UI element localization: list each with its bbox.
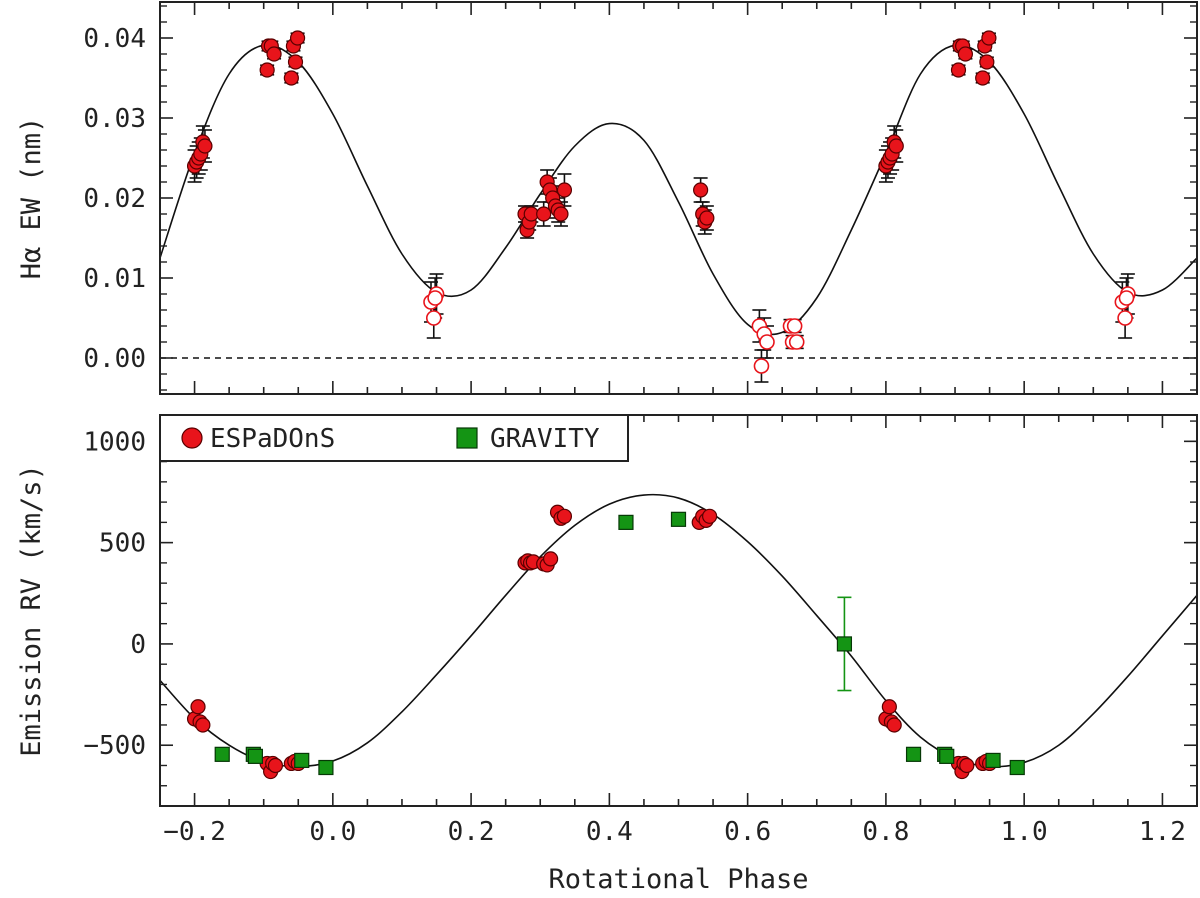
top-filled-point bbox=[957, 46, 974, 62]
top-filled-point bbox=[693, 182, 709, 198]
espadons-point bbox=[881, 699, 897, 715]
top-model-curve bbox=[160, 44, 1197, 336]
bottom-ticks: −0.2 0.0 0.2 0.4 0.6 0.8 1.0 1.2 −500 0 500 1000 bbox=[83, 415, 1198, 847]
top-filled-point bbox=[950, 62, 967, 78]
legend-box bbox=[159, 414, 629, 462]
top-filled-point bbox=[556, 182, 573, 198]
espadons-point bbox=[195, 717, 211, 733]
top-filled-point bbox=[283, 70, 299, 86]
gravity-point bbox=[247, 748, 264, 764]
bottom-y-tick-label: 500 bbox=[99, 529, 146, 559]
top-plot-frame bbox=[159, 1, 1198, 395]
bottom-x-tick-label: 0.6 bbox=[724, 817, 771, 847]
bottom-y-tick-label: 1000 bbox=[83, 427, 146, 457]
gravity-point bbox=[836, 636, 853, 652]
top-open-point bbox=[753, 358, 770, 374]
gravity-point bbox=[985, 752, 1001, 769]
top-model-curve-layer bbox=[160, 44, 1197, 359]
bottom-x-tick-label: 1.0 bbox=[1001, 817, 1048, 847]
top-filled-point bbox=[553, 206, 569, 222]
top-y-axis-title: Hα EW (nm) bbox=[16, 117, 47, 280]
gravity-point bbox=[294, 752, 310, 769]
bottom-panel: −0.2 0.0 0.2 0.4 0.6 0.8 1.0 1.2 −500 0 500 1000 ES… bbox=[16, 414, 1198, 895]
legend: ESPaDOnS GRAVITY bbox=[159, 414, 629, 462]
gravity-point bbox=[214, 746, 230, 762]
top-open-point bbox=[1118, 290, 1135, 306]
top-filled-point bbox=[975, 70, 991, 86]
gravity-point bbox=[939, 748, 955, 764]
top-filled-point bbox=[259, 62, 275, 78]
top-open-point bbox=[759, 334, 775, 350]
top-filled-point bbox=[266, 46, 282, 62]
gravity-point bbox=[318, 759, 334, 776]
top-filled-point bbox=[536, 206, 552, 222]
bottom-plot-frame bbox=[159, 414, 1198, 807]
top-data-marks bbox=[186, 30, 1136, 383]
espadons-point bbox=[556, 508, 573, 524]
bottom-x-tick-label: 1.2 bbox=[1139, 817, 1186, 847]
espadons-point bbox=[267, 757, 284, 774]
legend-label-espadons: ESPaDOnS bbox=[210, 424, 335, 454]
top-open-point bbox=[427, 290, 443, 306]
top-open-point bbox=[425, 310, 442, 326]
espadons-point bbox=[702, 508, 718, 524]
x-axis-title: Rotational Phase bbox=[548, 864, 808, 895]
bottom-x-tick-label: 0.2 bbox=[448, 817, 495, 847]
espadons-point bbox=[543, 551, 559, 567]
gravity-point bbox=[905, 746, 922, 762]
legend-marker-gravity bbox=[456, 427, 478, 449]
espadons-point bbox=[959, 757, 975, 774]
top-y-tick-label: 0.00 bbox=[83, 344, 146, 374]
top-filled-point bbox=[289, 30, 306, 46]
top-open-point bbox=[788, 334, 805, 350]
gravity-point bbox=[1009, 759, 1025, 776]
top-open-point bbox=[1117, 310, 1133, 326]
top-ticks: 0.00 0.01 0.02 0.03 0.04 bbox=[83, 2, 1198, 394]
bottom-model-curve bbox=[160, 493, 1197, 768]
gravity-point bbox=[618, 514, 634, 530]
top-y-tick-label: 0.01 bbox=[83, 264, 146, 294]
espadons-point bbox=[190, 699, 206, 715]
top-filled-point bbox=[979, 54, 995, 70]
top-open-point bbox=[786, 318, 803, 334]
top-filled-point bbox=[888, 138, 904, 154]
legend-label-gravity: GRAVITY bbox=[490, 424, 600, 454]
bottom-y-axis-title: Emission RV (km/s) bbox=[16, 464, 47, 757]
bottom-y-tick-label: −500 bbox=[83, 731, 146, 761]
espadons-point bbox=[886, 717, 902, 733]
top-filled-point bbox=[197, 138, 213, 154]
top-y-tick-label: 0.03 bbox=[83, 104, 146, 134]
legend-marker-espadons bbox=[181, 427, 203, 449]
top-y-tick-label: 0.02 bbox=[83, 184, 146, 214]
bottom-model-curve-layer bbox=[160, 493, 1197, 768]
bottom-x-tick-label: 0.8 bbox=[862, 817, 909, 847]
bottom-x-tick-label: −0.2 bbox=[163, 817, 226, 847]
bottom-y-tick-label: 0 bbox=[130, 630, 146, 660]
top-y-tick-label: 0.04 bbox=[83, 24, 146, 54]
bottom-x-tick-label: 0.4 bbox=[586, 817, 633, 847]
top-filled-point bbox=[699, 210, 715, 226]
bottom-x-tick-label: 0.0 bbox=[309, 817, 356, 847]
gravity-point bbox=[670, 511, 687, 527]
top-panel: 0.00 0.01 0.02 0.03 0.04 Hα EW (nm) bbox=[16, 1, 1198, 395]
top-filled-point bbox=[287, 54, 304, 70]
bottom-data-marks bbox=[186, 504, 1025, 780]
top-filled-point bbox=[981, 30, 997, 46]
